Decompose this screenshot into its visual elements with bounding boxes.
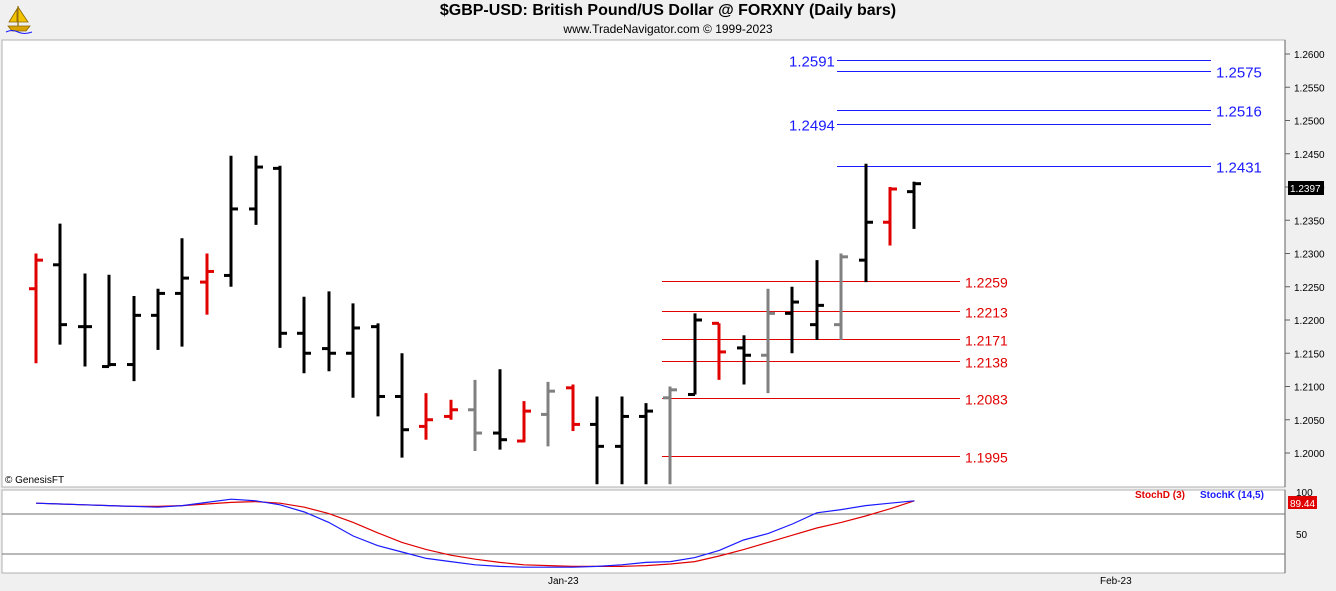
ohlc-bar bbox=[127, 296, 141, 382]
ohlc-bar bbox=[493, 369, 507, 450]
price-tick-label: 1.2250 bbox=[1294, 283, 1325, 294]
price-tick-label: 1.2000 bbox=[1294, 449, 1325, 460]
ohlc-bars bbox=[29, 155, 921, 485]
price-tick-label: 1.2600 bbox=[1294, 50, 1325, 61]
ohlc-bar bbox=[78, 273, 92, 367]
ohlc-bar bbox=[53, 223, 67, 345]
level-label: 1.2494 bbox=[789, 118, 835, 135]
ohlc-bar bbox=[639, 403, 653, 485]
ohlc-bar bbox=[810, 260, 824, 340]
ohlc-bar bbox=[615, 396, 629, 485]
level-label: 1.2213 bbox=[965, 305, 1008, 321]
price-tick-label: 1.2050 bbox=[1294, 416, 1325, 427]
ohlc-bar bbox=[249, 155, 263, 225]
stochastic-lines bbox=[35, 498, 915, 568]
chart-header: $GBP-USD: British Pound/US Dollar @ FORX… bbox=[0, 0, 1336, 40]
level-label: 1.1995 bbox=[965, 450, 1008, 466]
price-tick-label: 1.2200 bbox=[1294, 316, 1325, 327]
ohlc-bar bbox=[224, 155, 238, 287]
last-price-marker: 1.2397 bbox=[1288, 181, 1324, 195]
legend-stochk: StochK (14,5) bbox=[1200, 490, 1264, 501]
ohlc-bar bbox=[175, 238, 189, 347]
price-tick-label: 1.2500 bbox=[1294, 117, 1325, 128]
price-axis-area bbox=[1285, 40, 1334, 487]
ohlc-bar bbox=[859, 163, 873, 283]
date-label-feb: Feb-23 bbox=[1100, 576, 1132, 587]
level-label: 1.2171 bbox=[965, 333, 1008, 349]
price-panel bbox=[1, 39, 1286, 488]
ohlc-bar bbox=[737, 335, 751, 385]
stochastic-legend: StochD (3) StochK (14,5) bbox=[1135, 490, 1264, 501]
stochastic-series-line bbox=[35, 498, 915, 568]
price-tick-label: 1.2150 bbox=[1294, 349, 1325, 360]
ohlc-bar bbox=[541, 381, 555, 447]
price-tick-label: 1.2300 bbox=[1294, 250, 1325, 261]
legend-stochd: StochD (3) bbox=[1135, 490, 1185, 501]
stochastic-tick-100: 100 bbox=[1296, 488, 1313, 499]
ohlc-bar bbox=[907, 181, 921, 229]
ohlc-bar bbox=[517, 401, 531, 443]
level-label: 1.2138 bbox=[965, 355, 1008, 371]
ohlc-bar bbox=[346, 303, 360, 398]
stochastic-tick-50: 50 bbox=[1296, 530, 1308, 541]
stochastic-last-box bbox=[1288, 496, 1317, 509]
date-label-jan: Jan-23 bbox=[548, 576, 579, 587]
level-label: 1.2591 bbox=[789, 54, 835, 71]
ohlc-bar bbox=[468, 379, 482, 452]
price-tick-label: 1.2450 bbox=[1294, 150, 1325, 161]
last-price-box bbox=[1288, 181, 1324, 195]
ohlc-bar bbox=[883, 187, 897, 246]
ohlc-bar bbox=[297, 296, 311, 374]
ohlc-bar bbox=[419, 393, 433, 440]
chart-subtitle: www.TradeNavigator.com © 1999-2023 bbox=[563, 22, 773, 36]
ohlc-bar bbox=[444, 399, 458, 420]
ohlc-bar bbox=[322, 291, 336, 372]
level-label: 1.2259 bbox=[965, 275, 1008, 291]
level-label: 1.2575 bbox=[1216, 65, 1262, 82]
stochastic-last-marker: 89.44 bbox=[1288, 496, 1317, 510]
ohlc-bar bbox=[590, 396, 604, 485]
ohlc-bar bbox=[102, 274, 116, 369]
ohlc-bar bbox=[712, 321, 726, 380]
chart-title: $GBP-USD: British Pound/US Dollar @ FORX… bbox=[439, 2, 897, 19]
last-price-label: 1.2397 bbox=[1290, 184, 1321, 195]
stochastic-last-label: 89.44 bbox=[1290, 499, 1315, 510]
stochastic-panel bbox=[1, 489, 1286, 574]
ohlc-bar bbox=[273, 165, 287, 348]
price-tick-label: 1.2100 bbox=[1294, 383, 1325, 394]
level-label: 1.2516 bbox=[1216, 104, 1262, 121]
ohlc-bar bbox=[663, 386, 677, 485]
ohlc-bar bbox=[761, 288, 775, 394]
ohlc-bar bbox=[395, 353, 409, 458]
ohlc-bar bbox=[834, 253, 848, 340]
level-lines: 1.2591 1.2575 1.2516 1.2494 1.2431 1.2259 1.22… bbox=[662, 54, 1262, 466]
copyright-label: © GenesisFT bbox=[5, 475, 64, 486]
ohlc-bar bbox=[151, 288, 165, 350]
ohlc-bar bbox=[566, 384, 580, 432]
ohlc-bar bbox=[785, 286, 799, 354]
sailing-ship-logo-icon[interactable] bbox=[4, 2, 34, 34]
price-tick-label: 1.2550 bbox=[1294, 83, 1325, 94]
level-label: 1.2431 bbox=[1216, 160, 1262, 177]
ohlc-bar bbox=[200, 253, 214, 315]
level-label: 1.2083 bbox=[965, 392, 1008, 408]
price-tick-label: 1.2350 bbox=[1294, 216, 1325, 227]
ohlc-bar bbox=[371, 323, 385, 417]
ohlc-bar bbox=[29, 253, 43, 364]
ohlc-bar bbox=[688, 313, 702, 396]
